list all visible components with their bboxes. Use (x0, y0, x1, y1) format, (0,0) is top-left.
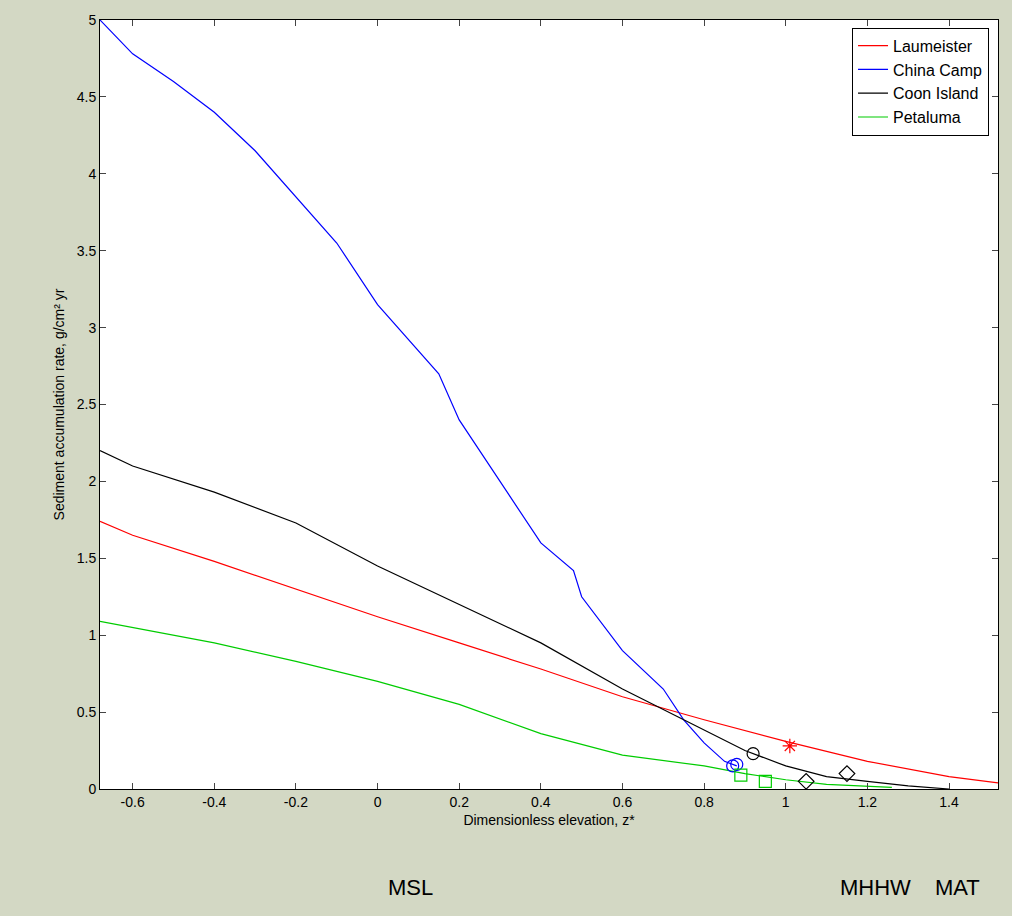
svg-text:Petaluma: Petaluma (893, 109, 961, 126)
svg-text:Laumeister: Laumeister (893, 38, 973, 55)
svg-text:2.5: 2.5 (77, 396, 97, 412)
svg-text:Sediment accumulation rate, g/: Sediment accumulation rate, g/cm² yr (51, 288, 67, 520)
svg-text:MSL: MSL (388, 875, 433, 900)
svg-text:MHHW: MHHW (840, 875, 911, 900)
svg-text:0.2: 0.2 (449, 794, 469, 810)
svg-text:1: 1 (782, 794, 790, 810)
svg-text:China Camp: China Camp (893, 62, 982, 79)
svg-text:3.5: 3.5 (77, 243, 97, 259)
svg-text:Coon Island: Coon Island (893, 85, 978, 102)
svg-text:1.5: 1.5 (77, 550, 97, 566)
svg-text:-0.2: -0.2 (284, 794, 308, 810)
svg-text:2: 2 (88, 473, 96, 489)
svg-text:0.5: 0.5 (77, 704, 97, 720)
svg-text:0: 0 (374, 794, 382, 810)
svg-text:1.2: 1.2 (858, 794, 878, 810)
svg-text:1.4: 1.4 (939, 794, 959, 810)
svg-text:0: 0 (88, 781, 96, 797)
svg-text:-0.6: -0.6 (121, 794, 145, 810)
svg-text:3: 3 (88, 320, 96, 336)
svg-text:0.8: 0.8 (694, 794, 714, 810)
svg-text:MAT: MAT (935, 875, 980, 900)
svg-text:1: 1 (88, 627, 96, 643)
svg-text:4.5: 4.5 (77, 89, 97, 105)
svg-text:4: 4 (88, 166, 96, 182)
svg-text:Dimensionless elevation, z*: Dimensionless elevation, z* (463, 812, 635, 828)
svg-text:5: 5 (88, 12, 96, 28)
svg-text:-0.4: -0.4 (202, 794, 226, 810)
svg-text:0.6: 0.6 (613, 794, 633, 810)
svg-text:0.4: 0.4 (531, 794, 551, 810)
